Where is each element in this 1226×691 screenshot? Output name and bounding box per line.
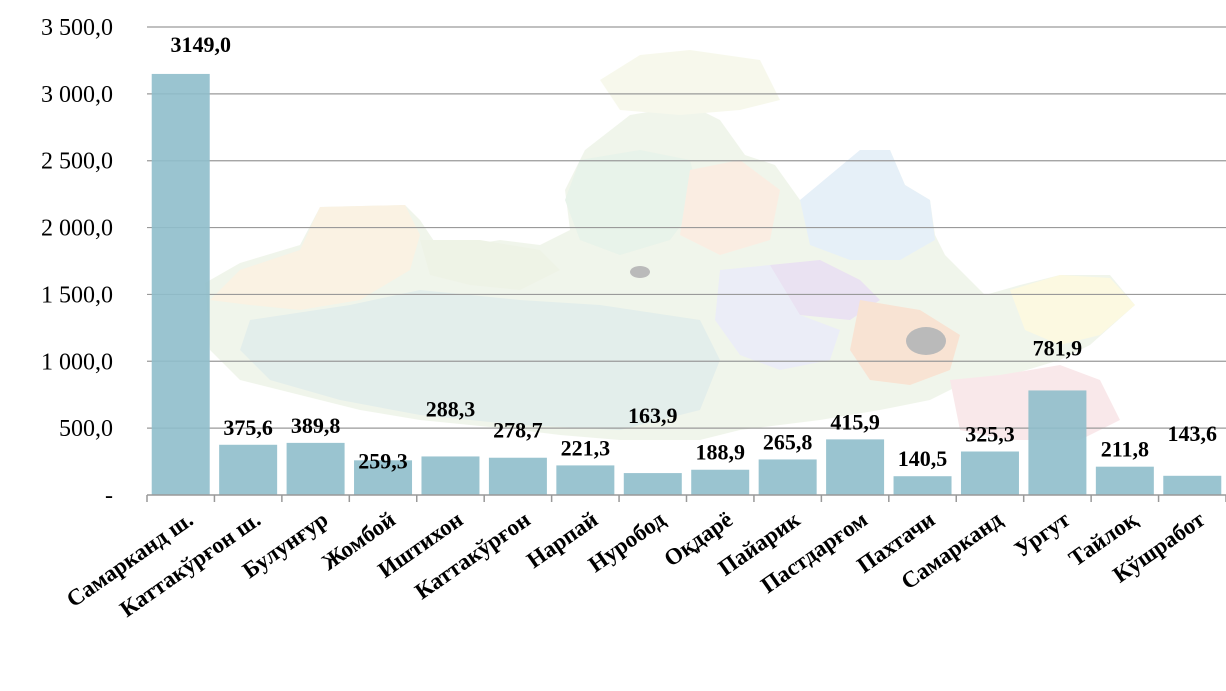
data-label: 265,8 [763,429,813,454]
data-label: 143,6 [1168,421,1218,446]
bar [354,460,413,495]
x-category-label: Каттакўрғон [410,507,534,605]
x-category-label: Нуробод [584,506,670,577]
x-axis-ticks [146,495,1226,502]
y-tick-label: 2 000,0 [41,216,113,242]
data-label: 259,3 [358,448,408,473]
y-tick-label: 1 500,0 [41,282,113,308]
bar [151,73,210,495]
y-tick-label: 2 500,0 [41,149,113,175]
data-label: 221,3 [561,435,611,460]
bar [1095,466,1154,495]
bar [893,476,952,495]
bar [691,469,750,495]
y-tick-label: - [105,483,113,509]
data-labels: 3149,0 375,6 389,8 259,3 288,3 278,7 221,3 163,… [170,32,1217,473]
data-label: 211,8 [1101,437,1149,462]
data-label: 389,8 [291,413,341,438]
data-label: 415,9 [830,409,880,434]
bar [826,439,885,495]
data-label: 288,3 [426,396,476,421]
data-label: 140,5 [898,446,948,471]
y-axis-tick-labels: - 500,0 1 000,0 1 500,0 2 000,0 2 500,0 3 000,… [41,15,113,509]
data-label: 278,7 [493,418,543,443]
data-label: 188,9 [695,440,745,465]
gridlines [147,26,1226,429]
x-axis-category-labels: Самарканд ш.Каттакўрғон ш.БулунғурЖомбой… [62,506,1210,622]
bar [1163,475,1222,495]
data-label: 781,9 [1033,335,1083,360]
data-label: 375,6 [223,415,273,440]
bar [758,459,817,495]
data-label: 163,9 [628,403,678,428]
y-tick-label: 3 500,0 [41,15,113,41]
bar [421,456,480,495]
y-tick-label: 500,0 [59,416,113,442]
data-label: 325,3 [965,422,1015,447]
bars [151,73,1222,495]
region-map-background [205,50,1135,440]
bar [623,473,682,495]
y-tick-label: 3 000,0 [41,82,113,108]
bar [219,444,278,495]
bar [960,451,1019,495]
bar [286,442,345,495]
y-tick-label: 1 000,0 [41,349,113,375]
bar [1028,390,1087,495]
data-label: 3149,0 [170,32,231,57]
bar [556,465,615,495]
bar [488,457,547,495]
